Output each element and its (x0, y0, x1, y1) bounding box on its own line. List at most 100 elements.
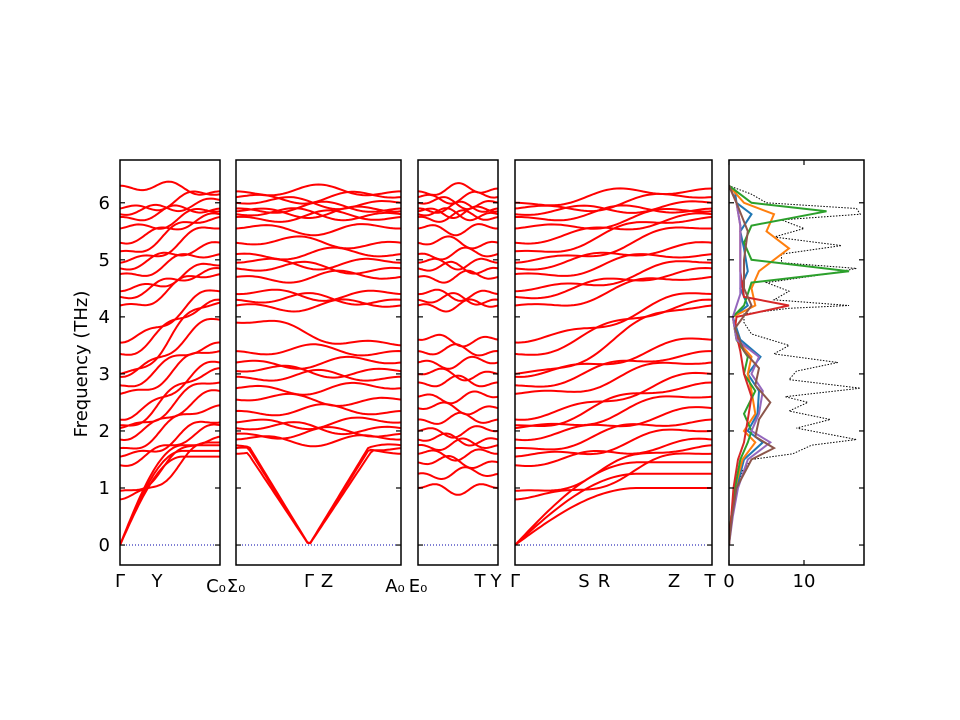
band-line (236, 235, 401, 250)
band-line (120, 317, 220, 378)
band-line (515, 187, 712, 207)
band-line (236, 260, 401, 275)
x-tick-label: Y (490, 571, 503, 592)
band-line (120, 266, 220, 300)
dos-curves (729, 184, 862, 546)
band-line (418, 448, 498, 462)
dos-x-tick-label: 10 (793, 571, 816, 592)
panel-bands (515, 187, 712, 546)
panel-frame (119, 159, 221, 566)
band-line (418, 207, 498, 222)
band-line (515, 298, 712, 356)
band-line (418, 269, 498, 284)
y-tick-label: 0 (99, 535, 110, 556)
band-line (120, 289, 220, 344)
dos-total-line (729, 185, 862, 546)
band-line (236, 368, 401, 382)
band-line (515, 200, 712, 216)
band-line (515, 275, 712, 307)
band-line (236, 292, 401, 306)
band-line (236, 288, 401, 302)
band-line (515, 406, 712, 442)
band-line (418, 288, 498, 302)
band-line (418, 223, 498, 237)
band-panel-2: Σ₀ Γ Z A₀ (227, 159, 405, 597)
band-line (515, 253, 712, 277)
band-line (120, 341, 220, 388)
x-tick-label: A₀ (385, 576, 405, 597)
band-panels: Γ Y C₀ Σ₀ Γ Z A₀ E₀ T Y Γ S R Z T (115, 159, 717, 597)
band-line (418, 466, 498, 480)
band-line (120, 444, 220, 546)
dos-pdos-2-line (729, 185, 791, 546)
band-line (236, 246, 401, 261)
y-axis-label: Frequency (THz) (71, 291, 92, 438)
band-line (418, 205, 498, 219)
dos-x-tick-label: 0 (723, 571, 734, 592)
band-line (120, 262, 220, 293)
x-tick-label: Y (151, 571, 164, 592)
band-line (418, 483, 498, 496)
y-axis: 0 1 2 3 4 5 6 (99, 193, 110, 556)
panel-frame (514, 159, 713, 566)
x-tick-label: Γ (304, 571, 314, 592)
band-line (236, 298, 401, 313)
band-line (120, 350, 220, 395)
panel-frame (417, 159, 499, 566)
y-tick-label: 5 (99, 250, 110, 271)
band-line (515, 241, 712, 271)
band-line (236, 205, 401, 219)
band-line (515, 452, 712, 501)
panel-bands (120, 180, 220, 546)
band-panel-3: E₀ T Y (409, 159, 503, 597)
band-line (515, 428, 712, 458)
band-line (515, 361, 712, 395)
y-tick-label: 2 (99, 421, 110, 442)
band-line (120, 241, 220, 271)
band-line (418, 298, 498, 313)
x-tick-label: T (474, 571, 487, 592)
band-line (418, 235, 498, 250)
y-tick-label: 6 (99, 193, 110, 214)
band-line (120, 389, 220, 441)
band-line (418, 333, 498, 348)
x-tick-label: T (704, 571, 717, 592)
band-line (418, 432, 498, 447)
band-line (515, 208, 712, 230)
band-line (418, 292, 498, 306)
band-line (236, 319, 401, 347)
band-line (120, 360, 220, 421)
band-line (120, 367, 220, 427)
band-line (418, 374, 498, 388)
band-line (120, 381, 220, 430)
band-line (515, 226, 712, 264)
band-line (120, 212, 220, 245)
band-line (236, 443, 401, 545)
x-tick-label: Γ (510, 571, 520, 592)
band-line (515, 461, 712, 546)
band-line (236, 355, 401, 370)
band-line (120, 226, 220, 264)
band-line (236, 183, 401, 197)
x-tick-label: Γ (115, 571, 125, 592)
band-line (120, 208, 220, 230)
band-line (418, 209, 498, 223)
band-line (236, 223, 401, 237)
x-tick-label: C₀ (206, 576, 226, 597)
band-line (515, 350, 712, 388)
band-line (236, 269, 401, 284)
band-line (236, 403, 401, 417)
band-line (515, 292, 712, 344)
band-line (236, 381, 401, 396)
band-line (418, 425, 498, 439)
band-line (418, 182, 498, 196)
band-line (418, 196, 498, 211)
dos-panel: 0 10 (723, 159, 865, 592)
band-line (120, 435, 220, 492)
band-line (418, 390, 498, 405)
panel-bands (236, 183, 401, 546)
band-line (236, 209, 401, 223)
band-line (418, 260, 498, 275)
dos-frame (728, 159, 865, 566)
